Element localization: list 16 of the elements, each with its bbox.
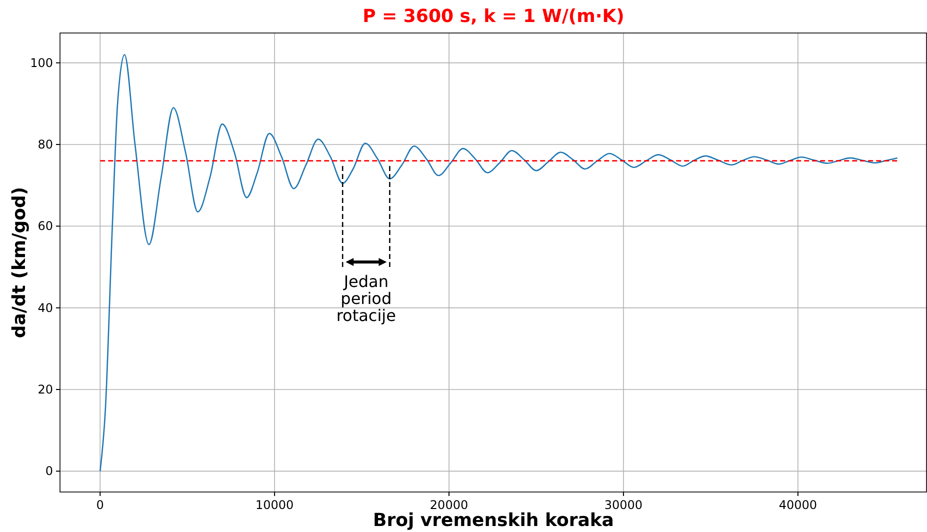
y-tick-label: 20: [38, 382, 53, 396]
x-tick-label: 10000: [255, 498, 294, 512]
y-axis-title: da/dt (km/god): [9, 186, 30, 338]
x-tick-label: 30000: [604, 498, 643, 512]
y-tick-label: 80: [38, 137, 53, 152]
y-tick-label: 0: [45, 464, 53, 478]
y-tick-label: 100: [30, 56, 53, 70]
x-axis-title: Broj vremenskih koraka: [373, 510, 614, 531]
x-tick-label: 20000: [430, 498, 468, 512]
line-series: [99, 54, 898, 472]
x-tick-label: 0: [96, 498, 104, 512]
x-tick-label: 40000: [778, 498, 818, 512]
y-tick-label: 60: [38, 219, 53, 234]
chart-title: P = 3600 s, k = 1 W/(m·K): [362, 6, 624, 27]
annotation: Jedan period rotacije: [336, 272, 396, 325]
y-tick-label: 40: [38, 300, 53, 315]
